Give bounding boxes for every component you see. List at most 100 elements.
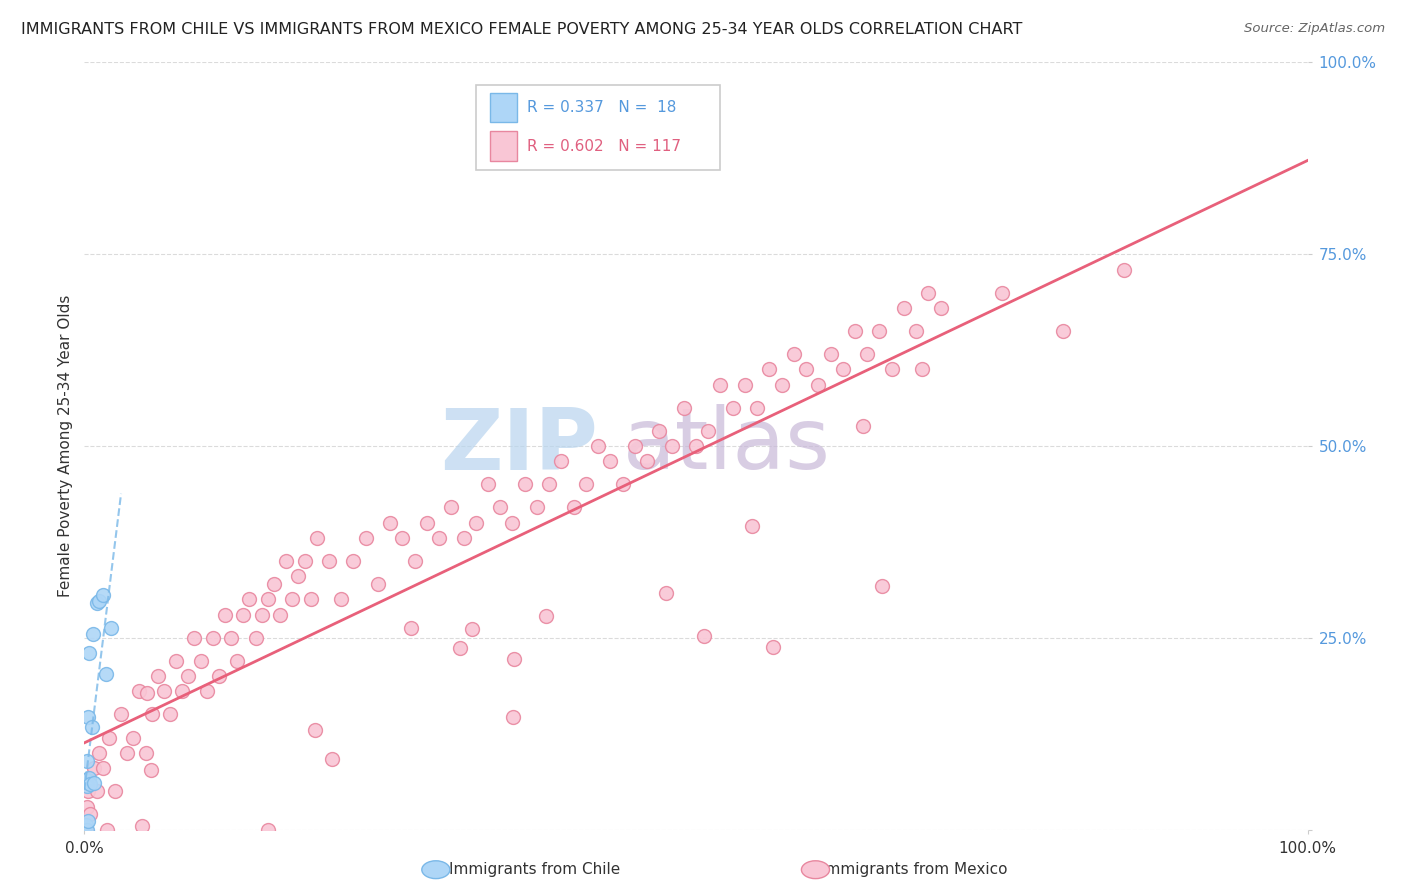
Point [870, 579, 893, 593]
Point [844, 324, 866, 338]
Point [747, 401, 769, 415]
Point [513, 477, 536, 491]
Point [477, 477, 499, 491]
Point [762, 640, 785, 654]
FancyBboxPatch shape [491, 131, 517, 161]
Point [318, 554, 340, 568]
Point [661, 439, 683, 453]
Point [97, 731, 120, 745]
FancyBboxPatch shape [475, 86, 720, 169]
Point [281, 592, 304, 607]
Point [502, 710, 524, 724]
Point [79, 807, 101, 822]
Point [820, 347, 842, 361]
Point [208, 669, 231, 683]
Point [586, 439, 609, 453]
Point [330, 592, 353, 607]
Point [136, 686, 159, 700]
Point [79, 777, 101, 791]
Point [159, 707, 181, 722]
Point [672, 401, 695, 415]
Point [226, 654, 249, 668]
Point [831, 362, 853, 376]
Point [76, 799, 98, 814]
Point [416, 516, 439, 530]
Point [276, 554, 298, 568]
Point [76, 779, 98, 793]
Point [427, 531, 450, 545]
Point [77, 647, 100, 661]
Point [550, 454, 572, 468]
Point [929, 301, 952, 315]
Point [685, 439, 707, 453]
Point [165, 654, 187, 668]
Point [852, 419, 875, 434]
Point [269, 607, 291, 622]
Point [287, 569, 309, 583]
Point [917, 285, 939, 300]
Text: IMMIGRANTS FROM CHILE VS IMMIGRANTS FROM MEXICO FEMALE POVERTY AMONG 25-34 YEAR : IMMIGRANTS FROM CHILE VS IMMIGRANTS FROM… [21, 22, 1022, 37]
Point [100, 621, 122, 635]
Point [1114, 262, 1136, 277]
Point [783, 347, 806, 361]
Text: atlas: atlas [623, 404, 831, 488]
Point [599, 454, 621, 468]
Point [131, 819, 153, 833]
Point [869, 324, 891, 338]
Point [83, 775, 105, 789]
Point [135, 746, 157, 760]
Point [91, 761, 114, 775]
Point [624, 439, 647, 453]
Point [96, 667, 118, 681]
Point [82, 627, 104, 641]
Point [257, 592, 280, 607]
Point [304, 723, 326, 737]
Point [77, 710, 100, 724]
Text: R = 0.337   N =  18: R = 0.337 N = 18 [527, 100, 676, 115]
Point [464, 516, 486, 530]
FancyBboxPatch shape [491, 93, 517, 122]
Y-axis label: Female Poverty Among 25-34 Year Olds: Female Poverty Among 25-34 Year Olds [58, 295, 73, 597]
Point [80, 720, 103, 734]
Text: Immigrants from Chile: Immigrants from Chile [449, 863, 620, 877]
Point [538, 477, 561, 491]
Point [83, 761, 105, 775]
Point [562, 500, 585, 515]
Point [449, 640, 471, 655]
Point [75, 772, 97, 787]
Point [76, 822, 98, 837]
Point [354, 531, 377, 545]
Point [401, 621, 423, 635]
Point [575, 477, 598, 491]
Point [534, 609, 557, 624]
Text: R = 0.602   N = 117: R = 0.602 N = 117 [527, 138, 681, 153]
Point [794, 362, 817, 376]
Point [76, 754, 98, 768]
Point [453, 531, 475, 545]
Point [128, 684, 150, 698]
Point [342, 554, 364, 568]
Point [87, 746, 110, 760]
Point [75, 818, 97, 832]
Point [1052, 324, 1074, 338]
Point [636, 454, 658, 468]
Point [404, 554, 426, 568]
Point [391, 531, 413, 545]
Point [214, 607, 236, 622]
Point [87, 593, 110, 607]
Point [115, 746, 138, 760]
Point [153, 684, 176, 698]
Point [250, 607, 273, 622]
Point [741, 519, 763, 533]
Point [612, 477, 634, 491]
Point [880, 362, 903, 376]
Point [77, 784, 100, 798]
Point [655, 586, 678, 600]
Point [991, 285, 1014, 300]
Point [856, 347, 879, 361]
Point [721, 401, 744, 415]
Point [502, 516, 524, 530]
Point [219, 631, 242, 645]
Point [172, 684, 194, 698]
Text: Source: ZipAtlas.com: Source: ZipAtlas.com [1244, 22, 1385, 36]
